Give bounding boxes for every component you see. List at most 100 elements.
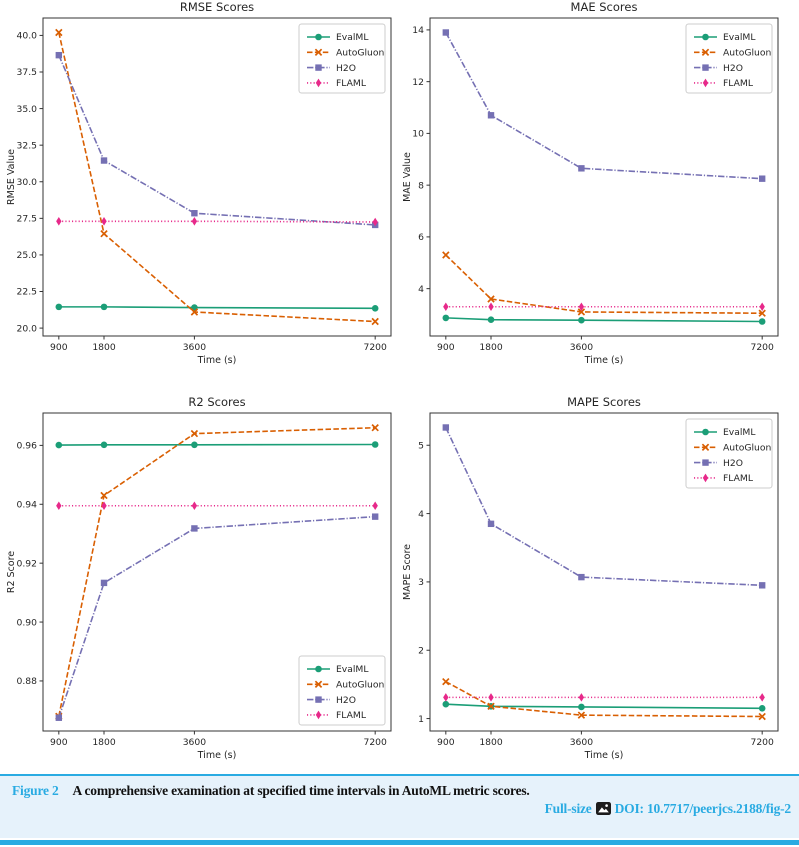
x-tick-label: 900 [50,737,68,748]
series-h2o [442,29,766,182]
y-axis-label: RMSE Value [6,149,17,205]
series-autogluon [442,251,766,317]
legend-label: AutoGluon [723,443,771,454]
x-tick-label: 900 [437,737,455,748]
y-tick-label: 40.0 [17,31,38,42]
fullsize-doi-line: Full-size DOI: 10.7717/peerjcs.2188/fig-2 [12,800,792,819]
x-tick-label: 7200 [750,737,774,748]
rmse-scores-chart: 900 1800 3600 7200 20.0 22.5 25.0 27.5 30.0 32.5 3… [6,0,392,366]
x-axis-label: Time (s) [584,750,624,761]
x-tick-label: 1800 [479,342,503,353]
y-tick-label: 27.5 [17,214,38,225]
legend: EvalML AutoGluon H2O FLAML [298,655,386,726]
series-flaml [56,216,378,227]
x-axis-label: Time (s) [584,355,624,366]
x-tick-label: 1800 [92,737,116,748]
mape-scores-chart: 900 1800 3600 7200 1 2 3 4 5 MAPE Scores Time (s) M… [402,395,779,761]
legend-label: EvalML [723,32,756,43]
y-tick-label: 22.5 [17,287,38,298]
y-tick-label: 8 [418,180,424,191]
legend-label: EvalML [723,427,756,438]
fullsize-image-icon [595,801,611,819]
x-axis-label: Time (s) [197,750,237,761]
x-tick-label: 3600 [183,737,207,748]
y-tick-label: 37.5 [17,67,38,78]
y-tick-label: 0.94 [17,499,38,510]
y-tick-label: 10 [412,129,424,140]
y-tick-label: 0.88 [17,676,38,687]
legend-label: FLAML [723,78,754,89]
doi-link[interactable]: DOI: 10.7717/peerjcs.2188/fig-2 [614,800,792,816]
y-tick-label: 0.96 [17,441,38,452]
x-tick-label: 3600 [570,342,594,353]
chart-title: R2 Scores [188,395,245,409]
legend: EvalML AutoGluon H2O FLAML [298,23,386,94]
y-axis-label: MAPE Score [402,544,413,600]
y-tick-label: 25.0 [17,250,38,261]
caption-text: A comprehensive examination at specified… [72,783,530,798]
y-tick-label: 5 [418,440,424,451]
caption-top-rule [0,774,799,776]
x-tick-label: 900 [50,342,68,353]
x-tick-label: 3600 [570,737,594,748]
y-axis-label: R2 Score [6,551,17,593]
subplot-rmse: 900 1800 3600 7200 20.0 22.5 25.0 27.5 30.0 32.5 3… [0,0,400,366]
chart-title: MAPE Scores [567,395,641,409]
legend-label: H2O [336,63,356,74]
y-tick-label: 12 [412,77,424,88]
chart-title: RMSE Scores [180,0,254,14]
subplot-mae: 900 1800 3600 7200 4 6 8 10 12 14 MAE Scores Time (… [400,0,799,366]
figure-label: Figure 2 [12,783,59,798]
x-tick-label: 7200 [750,342,774,353]
x-tick-label: 3600 [183,342,207,353]
legend: EvalML AutoGluon H2O FLAML [685,23,773,94]
series-autogluon [442,677,766,721]
x-tick-label: 7200 [363,342,387,353]
x-tick-label: 1800 [479,737,503,748]
y-tick-label: 20.0 [17,323,38,334]
mae-scores-chart: 900 1800 3600 7200 4 6 8 10 12 14 MAE Scores Time (… [402,0,779,366]
fullsize-link[interactable]: Full-size [544,800,592,816]
y-tick-label: 4 [418,284,424,295]
x-tick-label: 7200 [363,737,387,748]
x-tick-label: 1800 [92,342,116,353]
x-tick-label: 900 [437,342,455,353]
y-tick-label: 1 [418,714,424,725]
legend-label: AutoGluon [723,48,771,59]
y-tick-label: 2 [418,645,424,656]
series-autogluon [55,28,379,326]
y-axis-label: MAE Value [402,152,413,202]
y-tick-label: 3 [418,577,424,588]
legend-label: FLAML [723,473,754,484]
y-tick-label: 0.90 [17,617,38,628]
y-tick-label: 32.5 [17,140,38,151]
legend-label: EvalML [336,32,369,43]
r2-scores-chart: 900 1800 3600 7200 0.88 0.90 0.92 0.94 0.96 R2 Sc… [6,395,392,761]
y-tick-label: 35.0 [17,104,38,115]
chart-title: MAE Scores [571,0,638,14]
legend-label: AutoGluon [336,680,384,691]
subplot-r2: 900 1800 3600 7200 0.88 0.90 0.92 0.94 0.96 R2 Sc… [0,390,400,762]
series-h2o [55,513,379,721]
y-tick-label: 6 [418,232,424,243]
caption-line: Figure 2 A comprehensive examination at s… [12,783,791,799]
series-h2o [442,424,766,589]
legend-label: AutoGluon [336,48,384,59]
legend: EvalML AutoGluon H2O FLAML [685,418,773,489]
series-evalml [55,441,379,449]
legend-label: H2O [336,695,356,706]
y-tick-label: 0.92 [17,558,37,569]
legend-label: FLAML [336,78,367,89]
y-tick-label: 14 [412,25,424,36]
y-tick-label: 30.0 [17,177,38,188]
figure-caption: Figure 2 A comprehensive examination at s… [0,776,799,838]
bottom-accent-bar [0,840,799,845]
subplot-mape: 900 1800 3600 7200 1 2 3 4 5 MAPE Scores Time (s) M… [400,390,799,762]
legend-label: H2O [723,458,743,469]
legend-label: H2O [723,63,743,74]
series-evalml [55,303,379,312]
series-evalml [442,314,766,325]
figure-canvas: 900 1800 3600 7200 20.0 22.5 25.0 27.5 30.0 32.5 3… [0,0,799,762]
legend-label: FLAML [336,710,367,721]
